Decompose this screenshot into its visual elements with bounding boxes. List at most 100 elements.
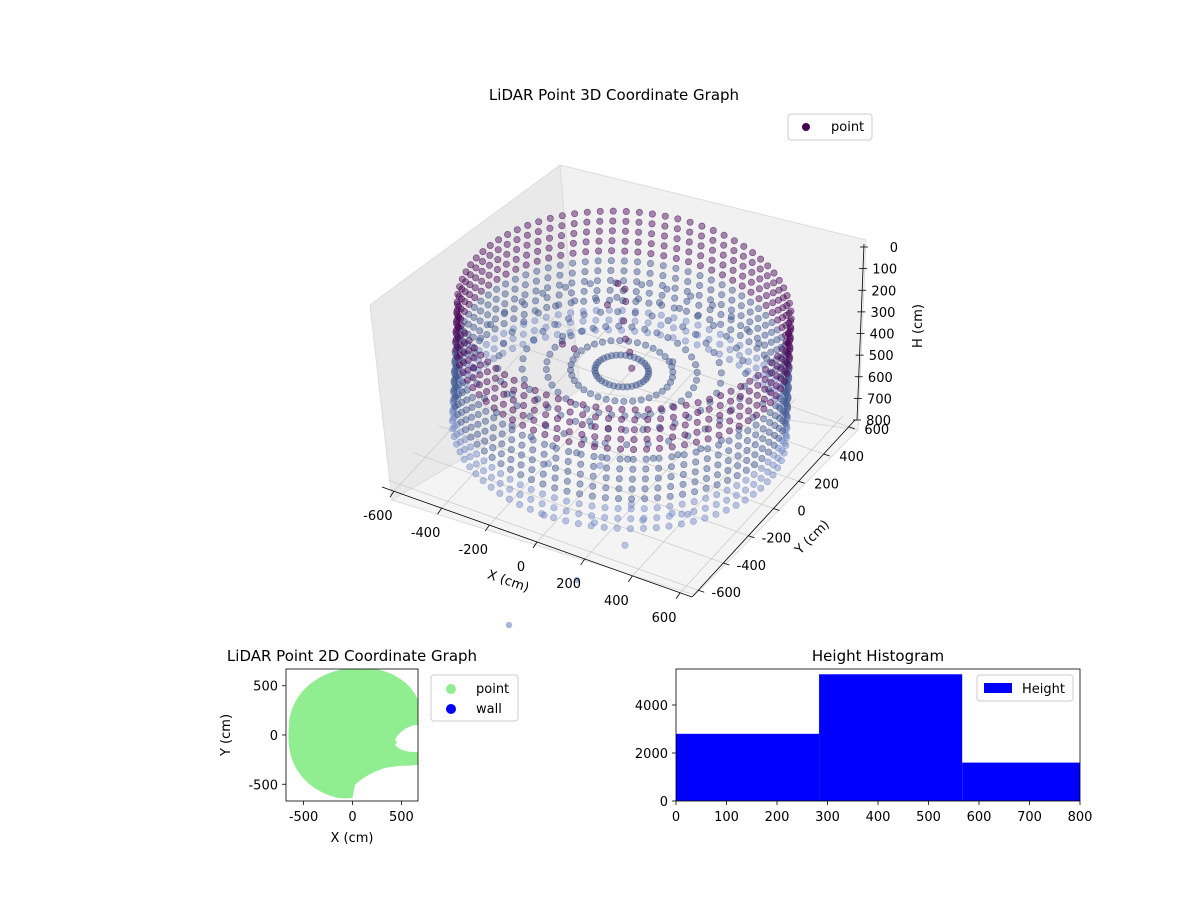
point-marker bbox=[702, 484, 710, 492]
point-marker bbox=[496, 489, 504, 497]
point-marker bbox=[492, 364, 500, 372]
point-marker bbox=[645, 394, 653, 402]
point-marker bbox=[702, 474, 710, 482]
point-marker bbox=[757, 484, 765, 492]
point-marker bbox=[714, 451, 722, 459]
point-marker bbox=[780, 284, 788, 292]
point-marker bbox=[696, 281, 704, 289]
x-tick-mark bbox=[437, 507, 442, 515]
plot-2d-area bbox=[288, 669, 418, 800]
point-marker bbox=[745, 338, 753, 346]
point-marker bbox=[679, 470, 687, 478]
point-marker bbox=[682, 346, 690, 354]
point-marker bbox=[497, 450, 505, 458]
point-marker bbox=[746, 377, 754, 385]
point-marker bbox=[762, 311, 770, 319]
point-marker bbox=[763, 282, 771, 290]
point-marker bbox=[550, 514, 558, 522]
point-marker bbox=[767, 379, 775, 387]
point-marker bbox=[763, 272, 771, 280]
point-marker bbox=[597, 308, 605, 316]
histogram-ticks: 0 100 200 300 400 500 600 700 800 0 2000 4000 bbox=[635, 699, 1093, 825]
point-marker bbox=[603, 444, 611, 452]
point-marker bbox=[669, 358, 677, 366]
point-marker bbox=[645, 289, 653, 297]
point-marker bbox=[581, 268, 589, 276]
point-marker bbox=[641, 325, 649, 333]
point-marker bbox=[717, 301, 725, 309]
point-marker bbox=[467, 423, 475, 431]
y-tick-label-hist: 0 bbox=[660, 795, 668, 810]
point-marker bbox=[461, 329, 469, 337]
point-marker bbox=[510, 386, 518, 394]
point-marker bbox=[669, 334, 677, 342]
point-marker bbox=[595, 237, 603, 245]
point-marker bbox=[749, 249, 757, 257]
point-marker bbox=[593, 287, 601, 295]
x-tick-mark bbox=[532, 541, 538, 549]
point-marker bbox=[558, 340, 566, 348]
x-tick-mark bbox=[580, 558, 586, 566]
point-marker bbox=[709, 321, 717, 329]
point-marker bbox=[637, 396, 645, 404]
point-marker bbox=[673, 245, 681, 253]
point-marker bbox=[596, 462, 604, 470]
point-marker bbox=[469, 374, 477, 382]
point-marker bbox=[518, 441, 526, 449]
point-marker bbox=[525, 385, 533, 393]
x-tick-mark bbox=[389, 491, 395, 498]
point-marker bbox=[503, 250, 511, 258]
point-marker bbox=[692, 458, 700, 466]
point-marker bbox=[734, 452, 742, 460]
chart-3d: LiDAR Point 3D Coordinate Graph -600 -400… bbox=[363, 86, 926, 629]
point-marker bbox=[634, 295, 642, 303]
point-marker bbox=[669, 433, 677, 441]
point-marker bbox=[587, 522, 595, 530]
point-marker bbox=[510, 376, 518, 384]
point-marker bbox=[534, 309, 542, 317]
point-marker bbox=[453, 440, 461, 448]
point-marker bbox=[687, 292, 695, 300]
point-marker bbox=[655, 444, 663, 452]
point-marker bbox=[551, 484, 559, 492]
point-marker bbox=[500, 339, 508, 347]
point-marker bbox=[649, 344, 657, 352]
point-marker bbox=[745, 407, 753, 415]
point-marker bbox=[694, 312, 702, 320]
point-marker bbox=[685, 238, 693, 246]
point-marker bbox=[545, 234, 553, 242]
point-marker bbox=[489, 424, 497, 432]
point-marker bbox=[750, 461, 758, 469]
point-marker bbox=[746, 308, 754, 316]
point-marker bbox=[770, 279, 778, 287]
point-marker bbox=[705, 325, 713, 333]
point-marker bbox=[502, 260, 510, 268]
point-marker bbox=[491, 325, 499, 333]
point-marker bbox=[468, 403, 476, 411]
y-tick-mark bbox=[773, 508, 780, 511]
point-marker bbox=[739, 357, 747, 365]
point-marker bbox=[717, 392, 725, 400]
legend-2d-label-wall: wall bbox=[476, 702, 502, 717]
point-marker bbox=[742, 476, 750, 484]
point-marker bbox=[765, 428, 773, 436]
point-marker bbox=[506, 465, 514, 473]
point-marker bbox=[595, 247, 603, 255]
point-marker bbox=[787, 307, 795, 315]
histogram-bar bbox=[819, 674, 963, 801]
point-marker bbox=[582, 228, 590, 236]
point-marker bbox=[464, 356, 472, 364]
point-marker bbox=[715, 431, 723, 439]
point-marker bbox=[487, 320, 495, 328]
point-marker bbox=[614, 495, 622, 503]
grid-y-line bbox=[388, 479, 699, 591]
point-marker bbox=[546, 350, 554, 358]
point-marker bbox=[521, 291, 529, 299]
point-marker bbox=[644, 415, 652, 423]
point-marker bbox=[575, 500, 583, 508]
point-marker bbox=[744, 427, 752, 435]
point-marker bbox=[614, 308, 622, 316]
point-marker bbox=[768, 359, 776, 367]
point-marker bbox=[588, 492, 596, 500]
